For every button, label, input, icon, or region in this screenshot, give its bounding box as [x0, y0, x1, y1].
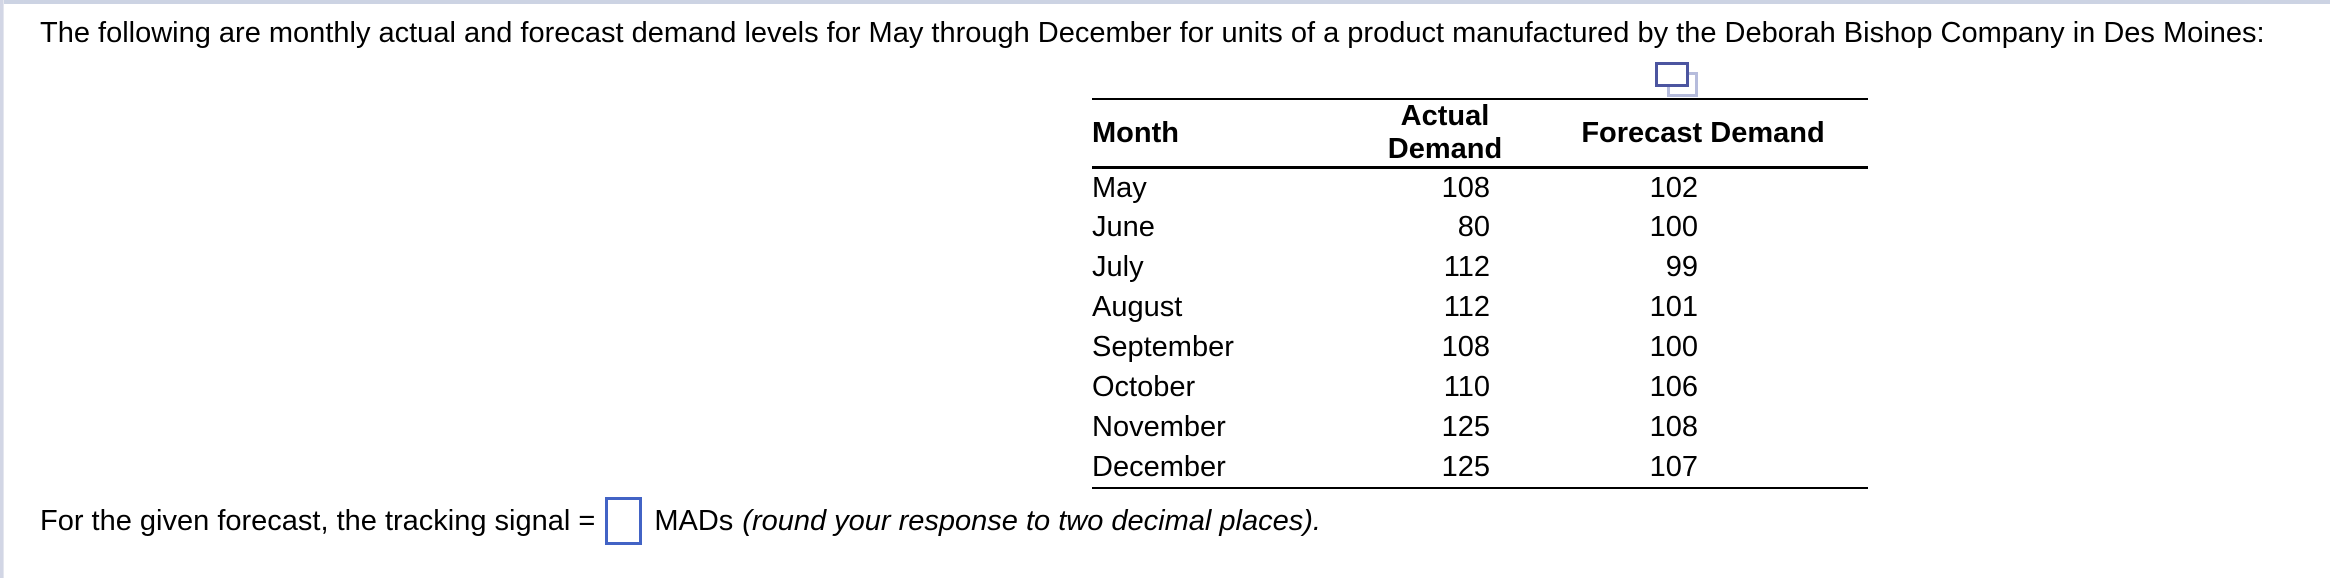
forecast-cell: 107 — [1649, 450, 1698, 483]
month-cell: June — [1092, 211, 1155, 243]
month-cell: May — [1092, 171, 1147, 204]
actual-cell: 112 — [1443, 291, 1490, 323]
month-cell: September — [1092, 331, 1234, 363]
table-row: May 108 102 — [1092, 168, 1868, 208]
table-row: November 125 108 — [1092, 408, 1868, 448]
actual-cell: 108 — [1441, 171, 1490, 204]
demand-table: Month Actual Demand Forecast Demand May … — [1092, 98, 1868, 489]
tracking-signal-input[interactable] — [605, 497, 643, 545]
month-cell: July — [1092, 251, 1144, 283]
question-intro-text: The following are monthly actual and for… — [40, 17, 2265, 49]
month-cell: November — [1092, 411, 1226, 443]
header-actual: Actual Demand — [1352, 99, 1538, 169]
forecast-cell: 100 — [1649, 211, 1698, 243]
forecast-cell: 102 — [1649, 171, 1698, 204]
table-header-row: Month Actual Demand Forecast Demand — [1092, 99, 1868, 169]
table-row: June 80 100 — [1092, 208, 1868, 248]
forecast-cell: 106 — [1649, 371, 1698, 403]
forecast-cell: 108 — [1649, 411, 1698, 443]
table-row: July 112 99 — [1092, 248, 1868, 288]
table-row: September 108 100 — [1092, 328, 1868, 368]
table-row: December 125 107 — [1092, 448, 1868, 488]
answer-sentence: For the given forecast, the tracking sig… — [40, 497, 1321, 545]
month-cell: December — [1092, 450, 1226, 483]
actual-cell: 125 — [1441, 411, 1490, 443]
panel-left-border — [0, 0, 4, 578]
actual-cell: 112 — [1443, 251, 1490, 283]
copy-icon[interactable] — [1655, 62, 1701, 98]
forecast-cell: 100 — [1649, 331, 1698, 363]
answer-prefix-text: For the given forecast, the tracking sig… — [40, 504, 596, 537]
demand-table-body: May 108 102 June 80 100 July 112 99 Augu… — [1092, 168, 1868, 488]
table-row: October 110 106 — [1092, 368, 1868, 408]
month-cell: August — [1092, 291, 1183, 323]
forecast-cell: 101 — [1649, 291, 1698, 323]
table-row: August 112 101 — [1092, 288, 1868, 328]
header-forecast: Forecast Demand — [1538, 99, 1868, 169]
panel-top-border — [0, 0, 2330, 4]
actual-cell: 108 — [1441, 331, 1490, 363]
actual-cell: 80 — [1457, 211, 1490, 243]
header-month: Month — [1092, 99, 1352, 169]
answer-unit-text: MADs — [654, 504, 734, 537]
copy-icon-front-rect — [1655, 62, 1689, 87]
actual-cell: 110 — [1443, 371, 1490, 403]
forecast-cell: 99 — [1665, 251, 1698, 283]
answer-rounding-note: (round your response to two decimal plac… — [742, 504, 1321, 537]
month-cell: October — [1092, 371, 1196, 403]
actual-cell: 125 — [1441, 450, 1490, 483]
